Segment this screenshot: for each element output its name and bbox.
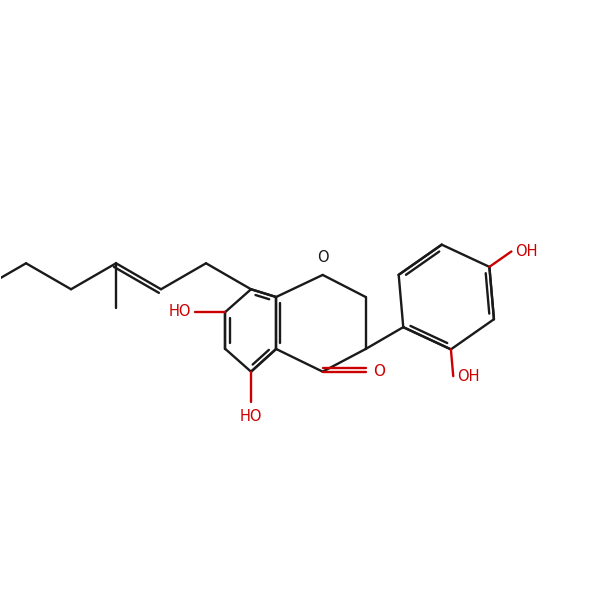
- Text: O: O: [317, 250, 329, 265]
- Text: HO: HO: [240, 409, 262, 424]
- Text: HO: HO: [168, 304, 191, 319]
- Text: OH: OH: [515, 244, 538, 259]
- Text: O: O: [373, 364, 385, 379]
- Text: OH: OH: [457, 368, 480, 383]
